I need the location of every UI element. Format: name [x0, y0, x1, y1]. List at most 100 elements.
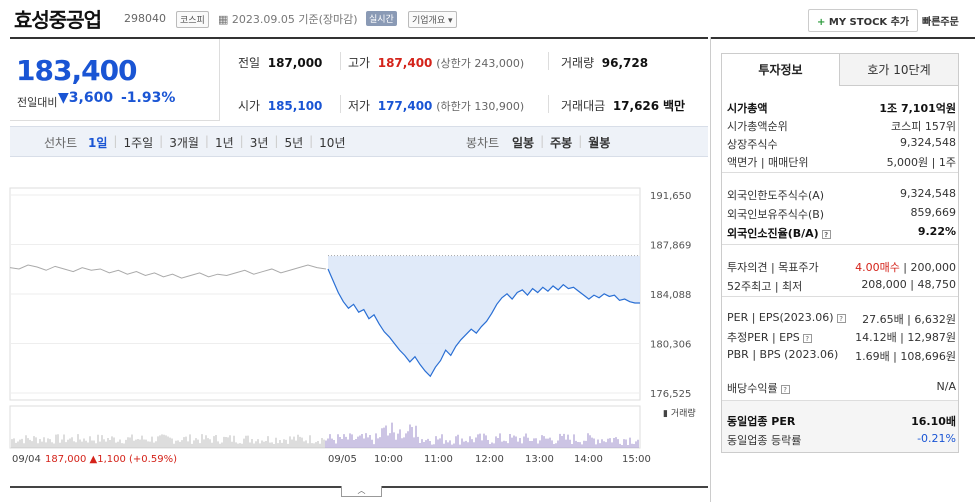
- period-tab[interactable]: 1주일: [123, 136, 154, 150]
- help-icon[interactable]: ?: [802, 333, 812, 343]
- y-tick-label: 184,088: [650, 290, 691, 301]
- y-tick-label: 180,306: [650, 340, 691, 351]
- x-tick-label: 10:00: [374, 454, 403, 465]
- prev-day-line: [9, 264, 327, 279]
- header-divider: [10, 37, 708, 39]
- market-badge: 코스피: [176, 11, 209, 28]
- tab-separator: |: [578, 134, 583, 148]
- price-diff-value: 3,600: [68, 90, 114, 106]
- info-label[interactable]: 외국인보유주식수(B): [727, 208, 825, 221]
- tab-separator: |: [159, 134, 164, 148]
- info-label[interactable]: 시가총액순위: [727, 120, 788, 133]
- info-label[interactable]: 시가총액: [727, 102, 768, 115]
- low-price: 저가 177,400 (하한가 130,900): [348, 97, 524, 114]
- period-tab[interactable]: 1일: [88, 136, 108, 150]
- candle-chart-label: 봉차트: [466, 136, 500, 150]
- period-tab[interactable]: 10년: [319, 136, 346, 150]
- x-tick-label: 14:00: [574, 454, 603, 465]
- prev-close: 전일 187,000: [238, 54, 322, 71]
- current-price: 183,400: [16, 54, 138, 87]
- amount-value: 17,626: [612, 99, 660, 113]
- info-label[interactable]: 배당수익률?: [727, 380, 790, 396]
- info-divider: [722, 400, 958, 401]
- quick-order-link[interactable]: 빠른주문: [922, 17, 959, 28]
- live-badge[interactable]: 실시간: [366, 11, 397, 26]
- period-tab[interactable]: 1년: [214, 136, 234, 150]
- opinion-value: 4.00매수: [855, 261, 900, 274]
- info-label[interactable]: 추정PER | EPS?: [727, 329, 812, 345]
- help-icon[interactable]: ?: [836, 313, 846, 323]
- my-stock-add-button[interactable]: + MY STOCK 추가: [808, 9, 919, 32]
- y-tick-label: 187,869: [650, 241, 691, 252]
- info-value: 9,324,548: [900, 136, 956, 149]
- info-value: 27.65배 | 6,632원: [862, 313, 956, 326]
- info-value: N/A: [936, 380, 956, 393]
- company-info-dropdown[interactable]: 기업개요 ▾: [408, 11, 457, 28]
- info-label[interactable]: 외국인소진율(B/A)?: [727, 225, 831, 241]
- plus-icon: +: [817, 17, 826, 28]
- candle-tab[interactable]: 주봉: [550, 136, 573, 150]
- info-label[interactable]: PBR | BPS (2023.06): [727, 348, 839, 361]
- help-icon[interactable]: ?: [821, 229, 831, 239]
- high-value: 187,400: [377, 56, 433, 70]
- candle-tab[interactable]: 일봉: [512, 136, 535, 150]
- info-label[interactable]: 동일업종 PER: [727, 415, 796, 428]
- info-value: 코스피 157위: [891, 120, 956, 133]
- prev-day-info: 187,000 ▲1,100 (+0.59%): [45, 454, 177, 465]
- tab-separator: |: [113, 134, 118, 148]
- info-label[interactable]: PER | EPS(2023.06)?: [727, 311, 846, 324]
- date-text: 2023.09.05 기준(장마감): [231, 13, 358, 26]
- period-tab[interactable]: 5년: [284, 136, 304, 150]
- info-value: 1.69배 | 108,696원: [855, 350, 956, 363]
- amount-unit: 백만: [662, 99, 686, 113]
- company-info-label: 기업개요: [412, 16, 446, 26]
- tab-separator: |: [274, 134, 279, 148]
- volume-label: 거래량: [561, 56, 595, 70]
- candle-tab[interactable]: 월봉: [588, 136, 611, 150]
- info-label[interactable]: 투자의견 | 목표주가: [727, 261, 819, 274]
- quote-divider: [340, 95, 341, 113]
- info-value: 859,669: [910, 206, 957, 219]
- price-box: [10, 39, 220, 121]
- expand-chart-handle[interactable]: ︿: [341, 486, 382, 497]
- info-label[interactable]: 상장주식수: [727, 138, 778, 151]
- low-value: 177,400: [377, 99, 433, 113]
- price-chart: 191,650 187,869 184,088 180,306 176,525 ▮ 거래량…: [9, 187, 696, 465]
- info-label[interactable]: 동일업종 등락률: [727, 434, 802, 447]
- chevron-up-icon: ︿: [357, 486, 366, 495]
- y-tick-label: 176,525: [650, 389, 691, 400]
- info-value: 5,000원 | 1주: [886, 156, 956, 169]
- company-name: 효성중공업: [14, 8, 102, 32]
- x-tick-label: 12:00: [475, 454, 504, 465]
- trade-amount: 거래대금 17,626 백만: [561, 97, 685, 114]
- period-bar: [10, 126, 708, 157]
- period-tabs: 1일 | 1주일 | 3개월 | 1년 | 3년 | 5년 | 10년: [88, 134, 345, 151]
- info-divider: [722, 244, 958, 245]
- volume-value: 96,728: [601, 56, 649, 70]
- period-tab[interactable]: 3개월: [169, 136, 199, 150]
- info-value: 4.00매수 | 200,000: [855, 261, 956, 274]
- right-panel: [710, 37, 975, 502]
- info-value: 16.10배: [911, 415, 956, 428]
- line-chart-label: 선차트: [44, 136, 78, 150]
- x-tick-label: 15:00: [622, 454, 651, 465]
- candle-tabs: 일봉 | 주봉 | 월봉: [512, 134, 610, 151]
- x-tick-label: 11:00: [424, 454, 453, 465]
- x-tick-label: 09/04: [12, 454, 41, 465]
- help-icon[interactable]: ?: [780, 384, 790, 394]
- diff-label: 전일대비: [17, 96, 58, 109]
- tab-separator: |: [239, 134, 244, 148]
- quote-divider: [340, 52, 341, 70]
- tab-orderbook[interactable]: 호가 10단계: [839, 53, 959, 86]
- info-label[interactable]: 외국인한도주식수(A): [727, 189, 825, 202]
- info-label[interactable]: 액면가 | 매매단위: [727, 156, 809, 169]
- tab-separator: |: [540, 134, 545, 148]
- price-diff: ▼3,600: [58, 90, 113, 106]
- info-divider: [722, 172, 958, 173]
- info-label[interactable]: 52주최고 | 최저: [727, 280, 803, 293]
- period-tab[interactable]: 3년: [249, 136, 269, 150]
- open-value: 185,100: [267, 99, 323, 113]
- tab-invest-info[interactable]: 투자정보: [721, 53, 840, 86]
- amount-label: 거래대금: [561, 99, 606, 113]
- x-tick-label: 13:00: [525, 454, 554, 465]
